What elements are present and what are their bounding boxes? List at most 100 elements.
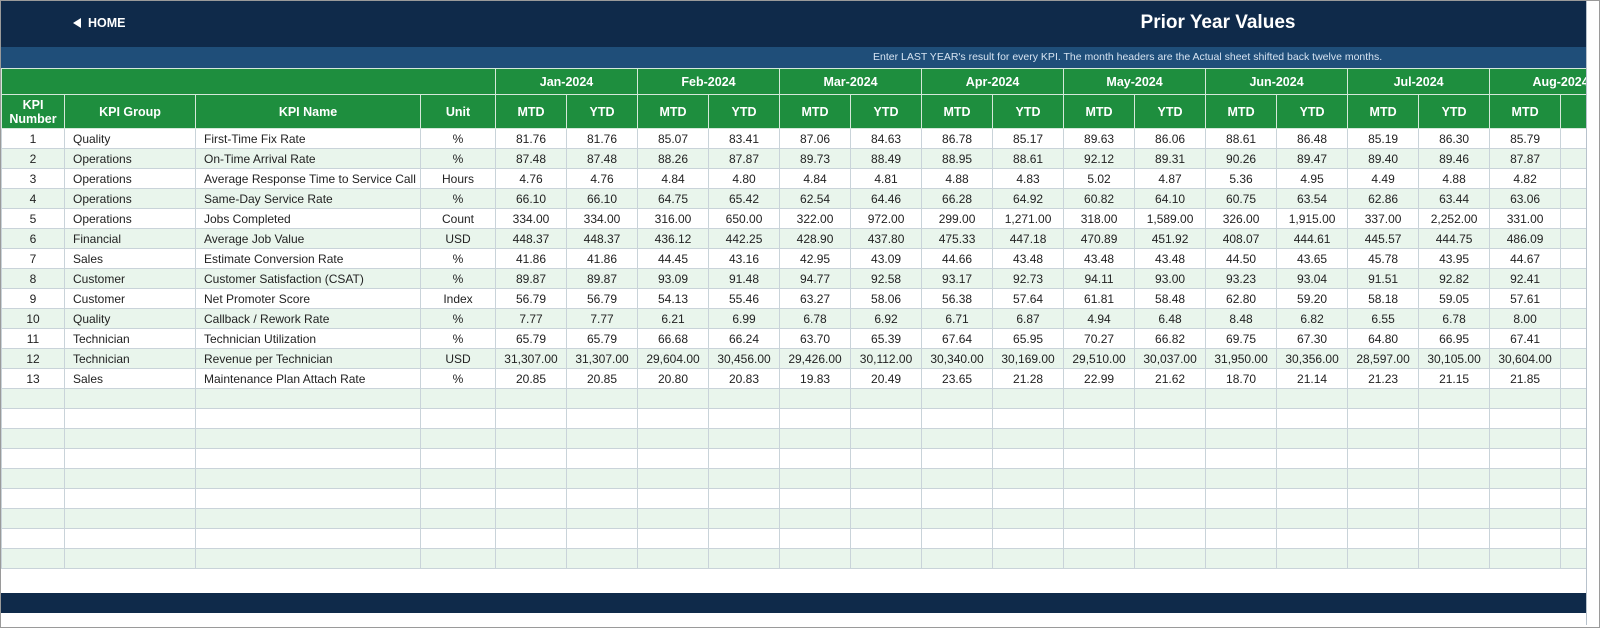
value-cell: 55.46 (708, 288, 781, 309)
empty-cell (708, 388, 781, 409)
column-header: KPI Name (195, 94, 421, 129)
empty-cell (708, 548, 781, 569)
empty-cell (64, 408, 196, 429)
value-cell: 43.48 (992, 248, 1065, 269)
value-cell: 331.00 (1489, 208, 1562, 229)
value-cell: 62.54 (779, 188, 852, 209)
empty-cell (195, 528, 421, 549)
empty-cell (495, 468, 567, 489)
value-cell: 88.61 (992, 148, 1065, 169)
value-cell: 1,915.00 (1276, 208, 1349, 229)
empty-cell (637, 408, 710, 429)
kpi-unit: USD (420, 228, 496, 249)
empty-cell (1560, 448, 1586, 469)
empty-cell (1205, 428, 1278, 449)
empty-cell (921, 488, 994, 509)
empty-cell (779, 388, 852, 409)
value-cell: 29,604.00 (637, 348, 710, 369)
empty-cell (1347, 388, 1420, 409)
value-cell: 86.78 (921, 128, 994, 149)
value-cell: 21.15 (1418, 368, 1491, 389)
value-cell: 470.89 (1063, 228, 1136, 249)
value-cell: 30,105.00 (1418, 348, 1491, 369)
kpi-name: Net Promoter Score (195, 288, 421, 309)
empty-cell (64, 488, 196, 509)
empty-cell (1560, 308, 1586, 329)
value-cell: 89.63 (1063, 128, 1136, 149)
home-label[interactable]: HOME (88, 16, 126, 30)
month-header: Feb-2024 (637, 68, 781, 95)
empty-cell (921, 448, 994, 469)
empty-cell (1276, 448, 1349, 469)
value-cell: 88.26 (637, 148, 710, 169)
empty-cell (850, 408, 923, 429)
empty-cell (1063, 448, 1136, 469)
empty-cell (195, 408, 421, 429)
value-cell: 87.48 (495, 148, 567, 169)
empty-cell (637, 448, 710, 469)
kpi-group: Financial (64, 228, 196, 249)
empty-cell (1205, 388, 1278, 409)
empty-row (1, 508, 1586, 529)
empty-cell (850, 548, 923, 569)
empty-cell (1205, 548, 1278, 569)
empty-cell (195, 468, 421, 489)
empty-cell (1276, 408, 1349, 429)
empty-row (1, 488, 1586, 509)
empty-cell (420, 508, 496, 529)
empty-cell (779, 488, 852, 509)
value-cell: 444.61 (1276, 228, 1349, 249)
home-button[interactable]: HOME (73, 16, 126, 30)
empty-cell (1134, 508, 1207, 529)
value-cell: 650.00 (708, 208, 781, 229)
value-cell: 41.86 (565, 248, 639, 269)
empty-cell (1063, 428, 1136, 449)
empty-cell (850, 528, 923, 549)
value-cell: 63.70 (779, 328, 852, 349)
value-cell: 4.84 (637, 168, 710, 189)
value-cell: 66.28 (921, 188, 994, 209)
value-cell: 89.87 (495, 268, 567, 289)
kpi-unit: % (420, 308, 496, 329)
empty-cell (637, 388, 710, 409)
value-cell: 57.61 (1489, 288, 1562, 309)
value-cell: 28,597.00 (1347, 348, 1420, 369)
empty-cell (708, 528, 781, 549)
empty-cell (1560, 348, 1586, 369)
value-cell: 43.48 (1063, 248, 1136, 269)
empty-cell (1205, 528, 1278, 549)
value-cell: 18.70 (1205, 368, 1278, 389)
value-cell: 64.80 (1347, 328, 1420, 349)
empty-cell (1205, 488, 1278, 509)
empty-cell (1418, 448, 1491, 469)
value-cell: 65.39 (850, 328, 923, 349)
kpi-name: Estimate Conversion Rate (195, 248, 421, 269)
sub-header: YTD (850, 94, 923, 129)
kpi-number: 7 (1, 248, 65, 269)
kpi-name: Customer Satisfaction (CSAT) (195, 268, 421, 289)
value-cell: 20.80 (637, 368, 710, 389)
kpi-group: Sales (64, 248, 196, 269)
value-cell: 41.86 (495, 248, 567, 269)
empty-cell (420, 488, 496, 509)
kpi-row: 6 Financial Average Job Value USD 448.37 448.… (1, 228, 1586, 249)
empty-cell (992, 488, 1065, 509)
value-cell: 6.78 (779, 308, 852, 329)
kpi-row: 3 Operations Average Response Time to Serv… (1, 168, 1586, 189)
empty-cell (1418, 508, 1491, 529)
value-cell: 334.00 (565, 208, 639, 229)
empty-cell (779, 448, 852, 469)
value-cell: 21.23 (1347, 368, 1420, 389)
value-cell: 6.92 (850, 308, 923, 329)
value-cell: 94.11 (1063, 268, 1136, 289)
value-cell: 88.49 (850, 148, 923, 169)
sub-header: MTD (637, 94, 710, 129)
empty-cell (1489, 468, 1562, 489)
empty-cell (1, 388, 65, 409)
value-cell: 65.42 (708, 188, 781, 209)
empty-cell (64, 448, 196, 469)
empty-cell (1489, 408, 1562, 429)
bottom-bar (1, 593, 1586, 613)
empty-cell (495, 548, 567, 569)
value-cell: 20.85 (565, 368, 639, 389)
